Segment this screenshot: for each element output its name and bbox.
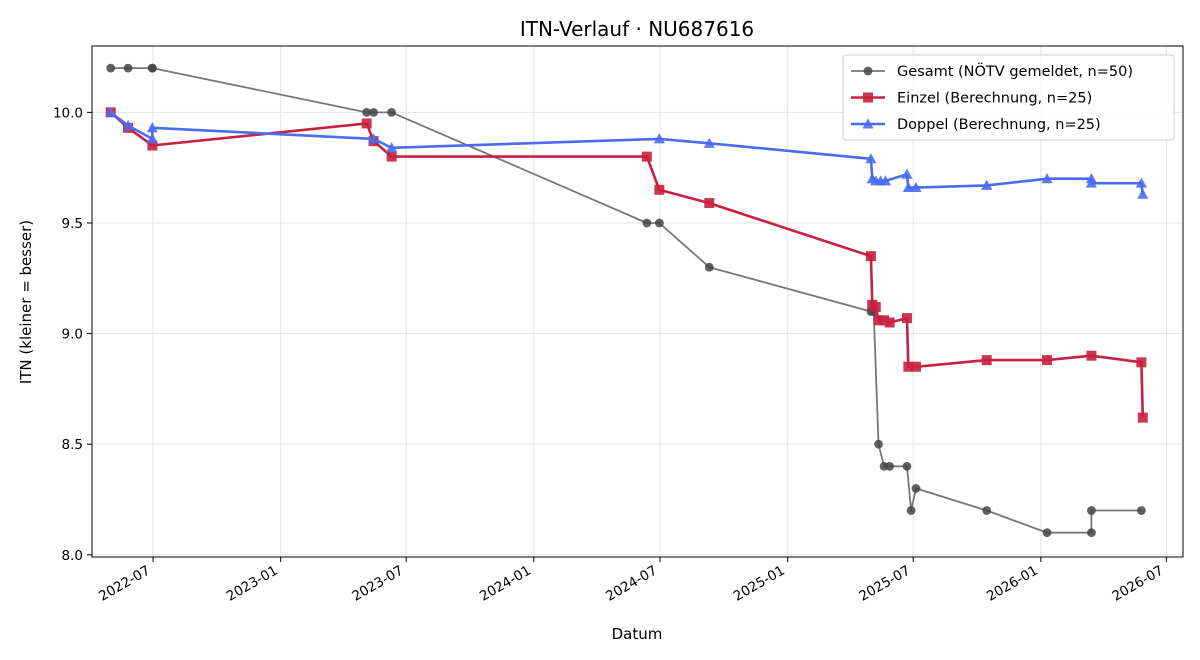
data-point xyxy=(1042,528,1052,538)
data-point xyxy=(1086,350,1097,361)
data-point xyxy=(982,506,992,515)
x-axis: 2022-07 2023-01 2023-07 2024-01 2024-07 2025-… xyxy=(96,557,1167,605)
data-point xyxy=(910,361,921,372)
data-point xyxy=(885,461,895,471)
data-point xyxy=(386,142,398,153)
data-point xyxy=(641,151,652,162)
x-tick-label: 2023-07 xyxy=(349,563,406,605)
data-point xyxy=(703,137,715,148)
legend-label: Doppel (Berechnung, n=25) xyxy=(897,117,1101,133)
y-tick-label: 9.0 xyxy=(62,327,83,343)
legend-marker xyxy=(862,118,874,129)
data-point xyxy=(1137,412,1148,423)
data-point xyxy=(902,461,912,471)
data-point xyxy=(386,151,397,162)
y-tick-label: 9.5 xyxy=(62,216,83,232)
data-point xyxy=(653,133,665,144)
data-point xyxy=(1135,177,1147,188)
x-tick-label: 2026-07 xyxy=(1110,563,1167,605)
data-point xyxy=(642,218,652,228)
data-point xyxy=(1087,528,1096,538)
data-point xyxy=(106,63,116,73)
series-square xyxy=(105,107,1148,423)
data-point xyxy=(981,355,992,366)
data-point xyxy=(1087,506,1096,515)
series-line xyxy=(109,111,1145,418)
data-point xyxy=(1136,357,1147,368)
data-point xyxy=(367,133,380,144)
legend: Gesamt (NÖTV gemeldet, n=50) Einzel (Bere… xyxy=(842,54,1175,141)
legend-label: Einzel (Berechnung, n=25) xyxy=(897,91,1092,107)
data-point xyxy=(146,122,158,133)
series-triangle xyxy=(105,106,1149,199)
data-point xyxy=(654,218,664,228)
data-point xyxy=(146,133,158,144)
y-tick-label: 8.0 xyxy=(62,548,83,564)
data-point xyxy=(884,317,895,328)
data-point xyxy=(981,179,993,190)
x-tick-label: 2023-01 xyxy=(224,563,281,605)
data-point xyxy=(147,63,157,73)
x-tick-label: 2024-01 xyxy=(477,563,534,605)
x-tick-label: 2025-01 xyxy=(731,563,788,605)
legend-marker xyxy=(863,66,873,76)
data-point xyxy=(704,262,714,272)
legend-marker xyxy=(863,92,873,103)
data-point xyxy=(879,175,892,186)
data-point xyxy=(1085,177,1098,188)
data-point xyxy=(879,315,890,326)
data-point xyxy=(123,63,133,73)
data-point xyxy=(704,198,715,209)
data-point xyxy=(901,313,912,324)
data-point xyxy=(901,168,913,179)
data-point xyxy=(1041,173,1053,184)
x-tick-label: 2025-07 xyxy=(856,563,913,605)
data-point xyxy=(654,184,665,195)
data-point xyxy=(910,181,922,193)
chart-title: ITN-Verlauf · NU687616 xyxy=(520,17,754,41)
data-point xyxy=(902,181,914,193)
legend-box xyxy=(842,54,1175,141)
data-point xyxy=(865,251,876,262)
x-tick-label: 2022-07 xyxy=(96,563,153,605)
data-point xyxy=(369,107,378,117)
data-point xyxy=(362,107,372,117)
data-point xyxy=(865,153,877,164)
data-point xyxy=(361,118,372,129)
data-point xyxy=(147,140,158,151)
data-point xyxy=(1136,506,1146,515)
data-point xyxy=(1137,188,1149,199)
x-axis-label: Datum xyxy=(612,625,663,643)
x-tick-label: 2024-07 xyxy=(603,563,660,605)
data-point xyxy=(911,484,921,493)
data-point xyxy=(874,439,883,449)
plot-frame xyxy=(91,45,1184,558)
y-axis-label: ITN (kleiner = besser) xyxy=(17,220,35,384)
data-point xyxy=(870,302,881,313)
legend-label: Gesamt (NÖTV gemeldet, n=50) xyxy=(897,62,1133,80)
y-axis: 8.0 8.5 9.0 9.5 10.0 xyxy=(53,105,92,564)
data-point xyxy=(387,107,397,117)
data-point xyxy=(122,120,134,131)
x-tick-label: 2026-01 xyxy=(984,563,1041,605)
y-tick-label: 8.5 xyxy=(62,437,83,453)
y-tick-label: 10.0 xyxy=(53,105,83,121)
data-point xyxy=(105,106,117,117)
data-point xyxy=(873,315,884,326)
data-point xyxy=(1042,355,1053,366)
series-layer xyxy=(105,63,1149,538)
data-point xyxy=(903,361,914,372)
series-circle xyxy=(106,63,1146,538)
data-point xyxy=(906,506,916,515)
